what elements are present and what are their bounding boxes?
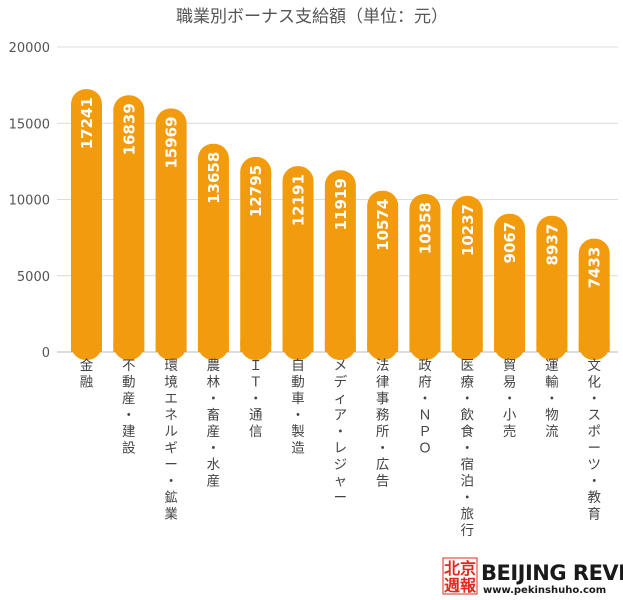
bar (155, 108, 187, 360)
bar (113, 95, 145, 360)
bar-base (536, 342, 568, 352)
category-label: 農林・畜産・水産 (207, 358, 221, 490)
value-label: 10237 (459, 204, 477, 256)
bar-base (409, 342, 441, 352)
logo-cn-line2: 週報 (444, 576, 477, 595)
logo-url: www.pekinshuho.com (483, 585, 606, 596)
chart-title: 職業別ボーナス支給額（単位：元） (176, 7, 448, 27)
value-label: 8937 (543, 224, 561, 266)
logo-name: BEIJING REVIEW (481, 561, 623, 585)
category-label: 金融 (80, 358, 94, 391)
bar (409, 194, 441, 360)
value-label: 13658 (205, 152, 223, 204)
bar (536, 215, 568, 360)
category-label: ＩＴ・通信 (249, 358, 263, 440)
value-label: 7433 (586, 247, 604, 289)
bar-base (155, 342, 187, 352)
y-tick-label: 15000 (9, 117, 50, 132)
bar-base (197, 342, 229, 352)
bar (197, 143, 229, 360)
bar (578, 238, 610, 360)
bar-base (367, 342, 399, 352)
bar (324, 170, 356, 360)
value-label: 9067 (501, 222, 519, 264)
category-label: 法律事務所・広告 (376, 358, 390, 490)
category-label: 環境エネルギー・鉱業 (164, 358, 178, 523)
bar (451, 195, 483, 360)
bar-base (451, 342, 483, 352)
value-label: 12191 (290, 174, 308, 226)
category-label: 医療・飲食・宿泊・旅行 (461, 358, 475, 539)
y-tick-label: 10000 (9, 194, 50, 209)
value-label: 10574 (374, 199, 392, 251)
bar-base (71, 342, 102, 352)
logo-cn-line1: 北京 (444, 559, 476, 578)
category-label: 自動車・製造 (291, 358, 305, 457)
bar (282, 166, 314, 360)
value-labels: 17241 16839 15969 13658 12795 12191 11919 10574… (78, 97, 604, 288)
category-label: 文化・スポーツ・教育 (587, 358, 601, 523)
bar (494, 213, 526, 360)
value-label: 15969 (163, 116, 181, 168)
bar (240, 156, 272, 360)
bar-base (494, 342, 526, 352)
bar (71, 89, 102, 360)
category-label: 政府・ＮＰＯ (418, 358, 432, 457)
y-tick-label: 0 (42, 346, 50, 361)
value-label: 16839 (120, 103, 138, 155)
bar (367, 190, 399, 360)
beijing-review-logo: 北京 週報 BEIJING REVIEW www.pekinshuho.com (442, 557, 623, 596)
value-label: 10358 (416, 202, 434, 254)
bar-base (113, 342, 145, 352)
value-label: 12795 (247, 165, 265, 217)
bar-base (282, 342, 314, 352)
y-axis-ticks: 0 5000 10000 15000 20000 (9, 41, 50, 361)
logo-seal-frame (442, 557, 478, 595)
category-labels: 金融 不動産・建設 環境エネルギー・鉱業 農林・畜産・水産 ＩＴ・通信 自動車・製造 メディ… (80, 358, 602, 539)
category-label: 不動産・建設 (122, 358, 136, 457)
bar-base (578, 342, 610, 352)
bar-base (324, 342, 356, 352)
bar-base (240, 342, 272, 352)
category-label: メディア・レジャー (334, 358, 348, 506)
y-tick-label: 20000 (9, 41, 50, 56)
value-label: 17241 (78, 97, 96, 149)
category-label: 運輸・物流 (545, 358, 559, 440)
bars (71, 89, 610, 360)
y-tick-label: 5000 (17, 270, 50, 285)
category-label: 貿易・小売 (503, 358, 517, 440)
value-label: 11919 (332, 178, 350, 230)
